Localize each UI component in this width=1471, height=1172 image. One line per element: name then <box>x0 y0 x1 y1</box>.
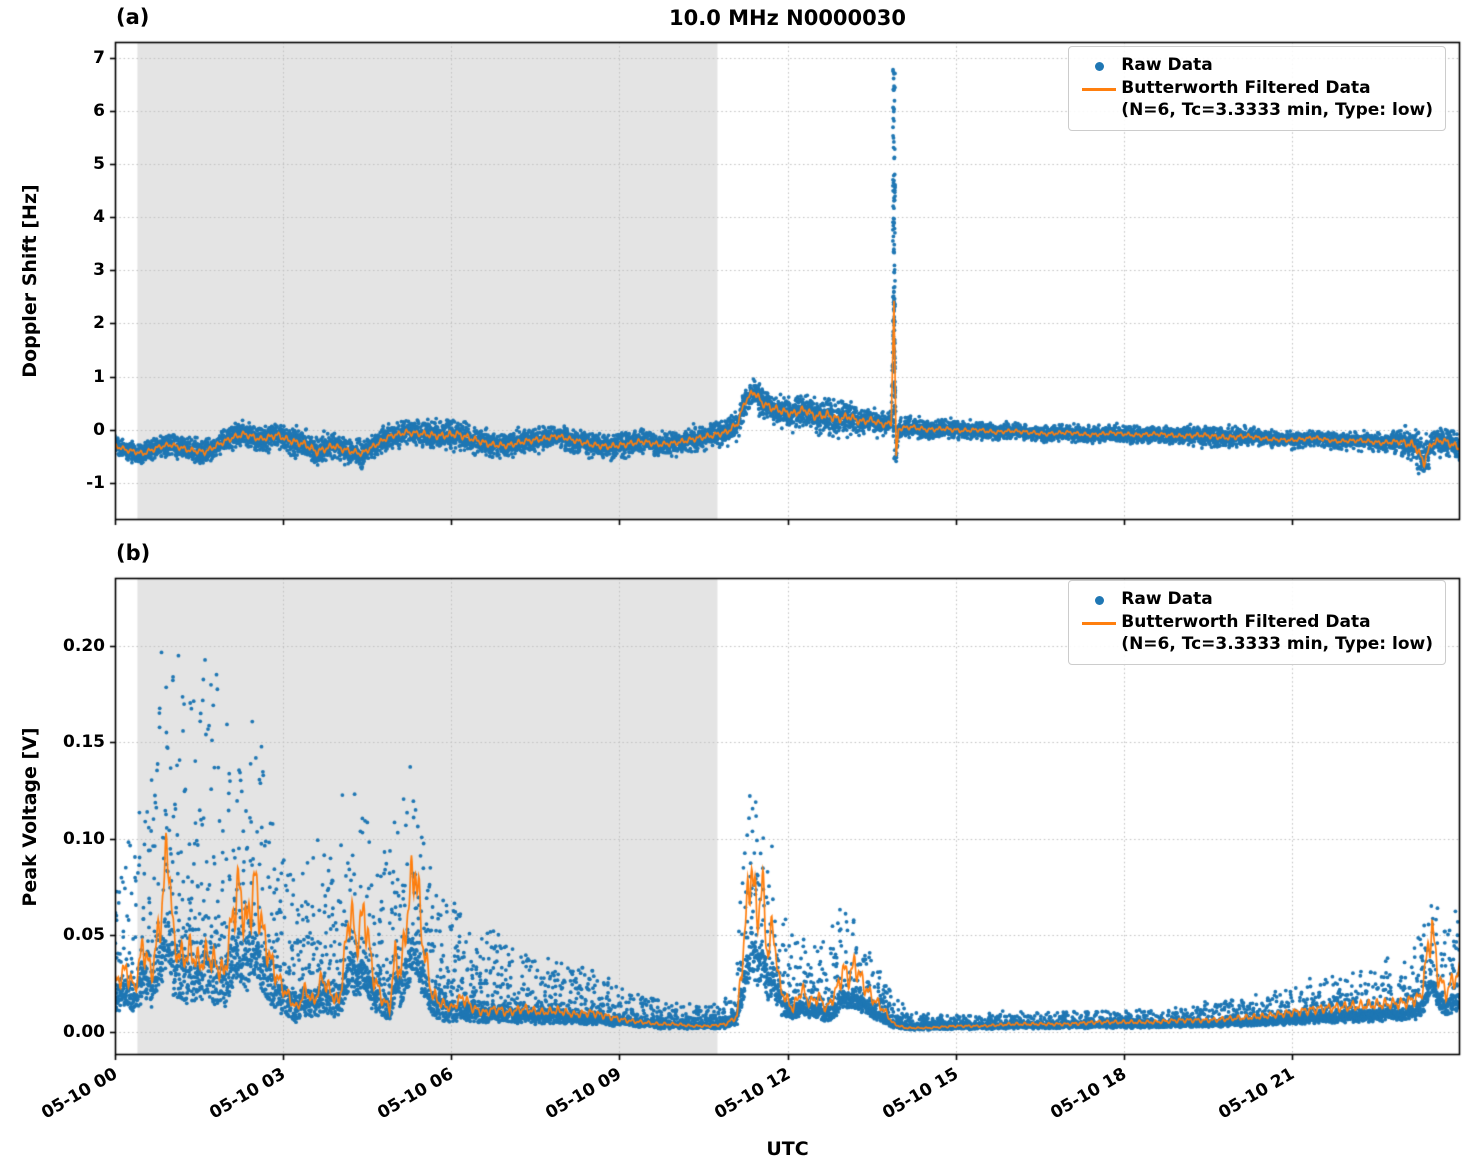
filtered-line-marker-icon <box>1082 87 1117 91</box>
legend-raw-label: Raw Data <box>1121 55 1213 75</box>
y-tick-label: 7 <box>93 47 105 68</box>
panel-a-label: (a) <box>116 5 150 29</box>
y-tick-label: 3 <box>93 260 105 281</box>
legend-filtered-params: (N=6, Tc=3.3333 min, Type: low) <box>1121 99 1433 120</box>
raw-data-marker-icon <box>1094 61 1104 71</box>
legend-raw-entry: Raw Data <box>1077 55 1433 77</box>
y-tick-label: 0 <box>93 419 105 440</box>
y-tick-label: 5 <box>93 154 105 175</box>
y-tick-label: 0.00 <box>63 1021 105 1042</box>
legend-filtered-label: Butterworth Filtered Data <box>1121 78 1371 98</box>
y-tick-label: 2 <box>93 313 105 334</box>
panel-b-ylabel: Peak Voltage [V] <box>19 727 41 907</box>
y-tick-label: 0.05 <box>63 925 105 946</box>
panel-a-ylabel: Doppler Shift [Hz] <box>19 184 41 378</box>
filtered-line-marker-icon <box>1082 621 1117 625</box>
y-tick-label: 6 <box>93 101 105 122</box>
chart-title: 10.0 MHz N0000030 <box>669 6 906 30</box>
legend-filtered-entry: Butterworth Filtered Data (N=6, Tc=3.333… <box>1077 78 1433 122</box>
legend-raw-label: Raw Data <box>1121 589 1213 609</box>
y-tick-label: 4 <box>93 207 105 228</box>
raw-data-marker-icon <box>1094 595 1104 605</box>
y-tick-label: 0.15 <box>63 732 105 753</box>
legend-filtered-entry: Butterworth Filtered Data (N=6, Tc=3.333… <box>1077 612 1433 656</box>
legend-filtered-params: (N=6, Tc=3.3333 min, Type: low) <box>1121 633 1433 654</box>
y-tick-label: 0.10 <box>63 828 105 849</box>
y-tick-label: 1 <box>93 366 105 387</box>
y-tick-label: 0.20 <box>63 635 105 656</box>
x-axis-label: UTC <box>766 1138 809 1160</box>
legend-filtered-label: Butterworth Filtered Data <box>1121 612 1371 632</box>
legend-raw-entry: Raw Data <box>1077 589 1433 611</box>
y-tick-label: -1 <box>86 472 105 493</box>
legend-panel-b: Raw Data Butterworth Filtered Data (N=6,… <box>1068 580 1446 665</box>
panel-b-label: (b) <box>116 541 151 565</box>
legend-panel-a: Raw Data Butterworth Filtered Data (N=6,… <box>1068 46 1446 131</box>
